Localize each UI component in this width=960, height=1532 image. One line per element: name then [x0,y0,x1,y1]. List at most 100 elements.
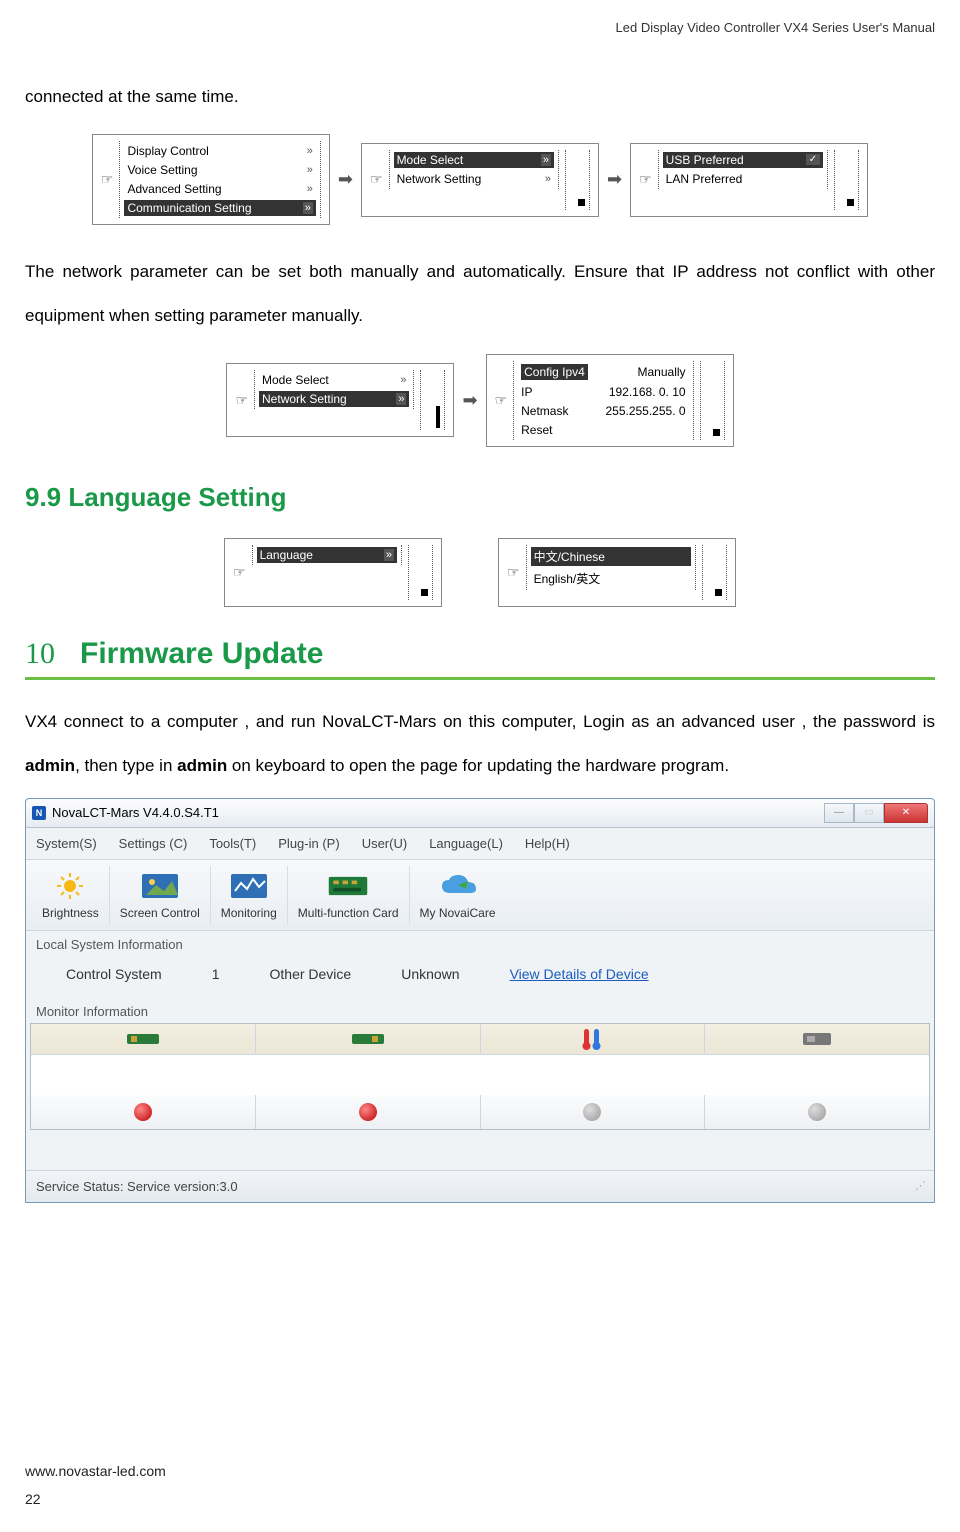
status-bar: Service Status: Service version:3.0 ⋰ [26,1170,934,1202]
menu-box-7: ☞ 中文/Chinese English/英文 [498,538,736,607]
menu-tools[interactable]: Tools(T) [209,836,256,851]
titlebar: N NovaLCT-Mars V4.4.0.S4.T1 — ▭ ✕ [26,799,934,828]
diagram-2: ☞ Mode Select» Network Setting» ➡ ☞ Conf… [25,354,935,447]
menu-item-selected: Language» [257,547,397,563]
menu-system[interactable]: System(S) [36,836,97,851]
indicator-icon [421,589,428,596]
resize-grip-icon[interactable]: ⋰ [915,1179,924,1194]
menu-item: Mode Select» [259,372,409,388]
tool-novaicare[interactable]: My NovaiCare [410,866,506,924]
flow-arrow-icon: ➡ [338,169,353,190]
page-header: Led Display Video Controller VX4 Series … [25,20,935,35]
diagram-3: ☞ Language» ☞ 中文/Chinese English/英文 [25,538,935,607]
novalct-window: N NovaLCT-Mars V4.4.0.S4.T1 — ▭ ✕ System… [25,798,935,1203]
flow-arrow-icon: ➡ [462,390,477,411]
menu-item-selected: 中文/Chinese [531,547,691,566]
local-system-label: Local System Information [26,931,934,956]
monitor-table [30,1023,930,1130]
menu-box-1: ☞ Display Control» Voice Setting» Advanc… [92,134,330,225]
menu-box-3: ☞ USB Preferred✓ LAN Preferred [630,143,868,217]
tool-monitoring[interactable]: Monitoring [211,866,288,924]
indicator-icon [578,199,585,206]
hand-icon: ☞ [233,564,246,581]
toolbar: Brightness Screen Control Monitoring Mul… [26,860,934,931]
status-dot-red [134,1103,152,1121]
menu-settings[interactable]: Settings (C) [119,836,188,851]
hand-icon: ☞ [495,392,508,409]
cloud-icon [436,870,480,902]
hand-icon: ☞ [639,171,652,188]
maximize-button[interactable]: ▭ [854,803,884,823]
menu-item-selected: Communication Setting» [124,200,315,216]
service-status: Service Status: Service version:3.0 [36,1179,238,1194]
status-cell [256,1095,481,1129]
monitor-info-label: Monitor Information [26,998,934,1023]
control-system-value: 1 [212,966,220,982]
picture-icon [138,870,182,902]
menu-box-5: ☞ Config Ipv4Manually IP192.168. 0. 10 N… [486,354,734,447]
hand-icon: ☞ [370,171,383,188]
status-cell [481,1095,706,1129]
other-device-label: Other Device [270,966,352,982]
other-device-value: Unknown [401,966,459,982]
diagram-1: ☞ Display Control» Voice Setting» Advanc… [25,134,935,225]
menu-item: Reset [518,422,688,438]
section-title: Firmware Update [80,637,323,671]
menu-item: Voice Setting» [124,162,315,178]
menu-item: English/英文 [531,569,691,588]
indicator-icon [713,429,720,436]
menu-item-selected: Config Ipv4Manually [518,363,688,381]
page-footer: www.novastar-led.com 22 [25,1463,935,1507]
temp-icon-cell [481,1024,706,1054]
page-number: 22 [25,1491,935,1507]
menu-item-selected: USB Preferred✓ [663,152,823,168]
section-10-heading: 10 Firmware Update [25,637,935,680]
menu-item: Netmask255.255.255. 0 [518,403,688,419]
hand-icon: ☞ [101,171,114,188]
status-dot-red [359,1103,377,1121]
status-dot-grey [808,1103,826,1121]
status-cell [705,1095,929,1129]
tool-brightness[interactable]: Brightness [32,866,110,924]
menu-help[interactable]: Help(H) [525,836,570,851]
status-dot-grey [583,1103,601,1121]
close-button[interactable]: ✕ [884,803,928,823]
tool-screen-control[interactable]: Screen Control [110,866,211,924]
window-title: NovaLCT-Mars V4.4.0.S4.T1 [52,805,219,820]
sun-icon [48,870,92,902]
menu-box-6: ☞ Language» [224,538,442,607]
menubar: System(S) Settings (C) Tools(T) Plug-in … [26,828,934,860]
menu-language[interactable]: Language(L) [429,836,503,851]
indicator-icon [847,199,854,206]
tool-multifunction[interactable]: Multi-function Card [288,866,410,924]
menu-item-selected: Mode Select» [394,152,554,168]
control-system-label: Control System [66,966,162,982]
status-cell [31,1095,256,1129]
paragraph-1: connected at the same time. [25,75,935,119]
minimize-button[interactable]: — [824,803,854,823]
paragraph-3: VX4 connect to a computer , and run Nova… [25,700,935,788]
indicator-icon [715,589,722,596]
menu-user[interactable]: User(U) [362,836,408,851]
view-details-link[interactable]: View Details of Device [510,966,649,982]
menu-plugin[interactable]: Plug-in (P) [278,836,339,851]
hw-icon-cell [256,1024,481,1054]
paragraph-2: The network parameter can be set both ma… [25,250,935,338]
footer-url: www.novastar-led.com [25,1463,935,1479]
local-system-info: Control System 1 Other Device Unknown Vi… [26,956,934,998]
section-9-9-heading: 9.9 Language Setting [25,482,935,513]
hw-icon-cell [31,1024,256,1054]
menu-box-2: ☞ Mode Select» Network Setting» [361,143,599,217]
menu-item-selected: Network Setting» [259,391,409,407]
menu-item: LAN Preferred [663,171,823,187]
section-number: 10 [25,637,55,671]
menu-item: IP192.168. 0. 10 [518,384,688,400]
menu-item: Display Control» [124,143,315,159]
flow-arrow-icon: ➡ [607,169,622,190]
app-icon: N [32,806,46,820]
monitor-icon [227,870,271,902]
hand-icon: ☞ [507,564,520,581]
menu-item: Advanced Setting» [124,181,315,197]
device-icon-cell [705,1024,929,1054]
hand-icon: ☞ [235,392,248,409]
